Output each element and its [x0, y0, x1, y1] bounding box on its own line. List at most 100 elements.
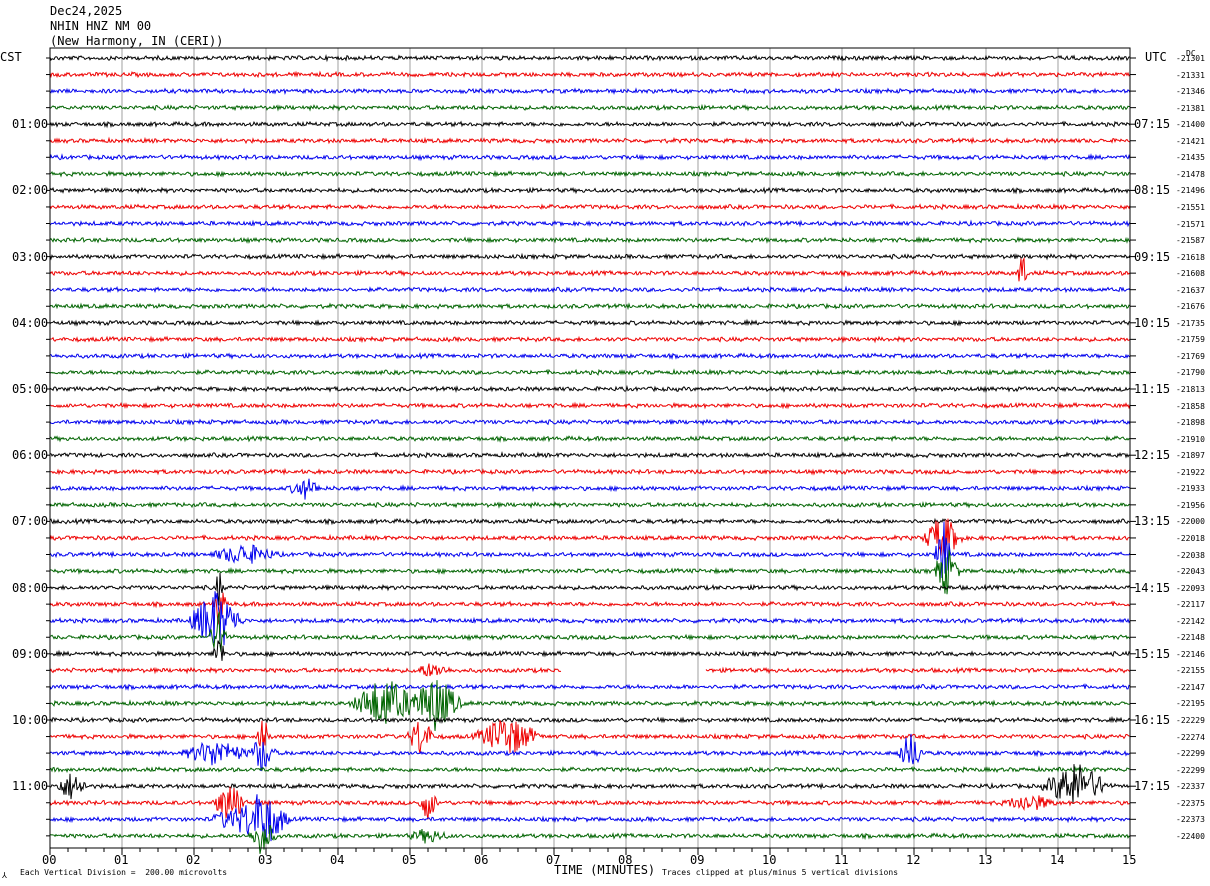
corner-mark-icon: ⅄	[2, 871, 7, 880]
x-tick-label: 04	[330, 853, 345, 867]
trace-20	[49, 384, 1131, 393]
dc-offset-label: -21331	[1176, 70, 1205, 80]
trace-3	[49, 103, 1131, 112]
trace-5	[49, 136, 1131, 145]
dc-offset-label: -21898	[1176, 418, 1205, 428]
x-tick-label: 02	[186, 853, 201, 867]
dc-offset-label: -22000	[1176, 517, 1205, 527]
dc-offset-label: -21608	[1176, 269, 1205, 279]
dc-offset-label: -22375	[1176, 798, 1205, 808]
dc-offset-label: -21922	[1176, 467, 1205, 477]
trace-1	[49, 70, 1131, 79]
dc-offset-label: -22043	[1176, 567, 1205, 577]
right-hour-label: 09:15	[1134, 249, 1171, 264]
dc-offset-label: -21897	[1176, 451, 1205, 461]
x-tick-label: 09	[690, 853, 705, 867]
dc-offset-label: -21571	[1176, 219, 1205, 229]
dc-offset-label: -21759	[1176, 335, 1205, 345]
header-date: Dec24,2025	[50, 4, 123, 18]
x-tick-label: 01	[114, 853, 129, 867]
dc-offset-label: -22299	[1176, 765, 1205, 775]
trace-2	[49, 87, 1131, 95]
trace-43	[49, 765, 1131, 774]
trace-27	[49, 500, 1131, 509]
dc-offset-label: -21346	[1176, 87, 1205, 97]
trace-21	[49, 401, 1131, 410]
header-station: NHIN HNZ NM 00	[50, 19, 152, 33]
dc-offset-label: -22093	[1176, 583, 1205, 593]
dc-offset-label: -21587	[1176, 236, 1205, 246]
x-tick-label: 10	[762, 853, 777, 867]
dc-offset-label: -21769	[1176, 351, 1205, 361]
dc-offset-label: -22274	[1176, 732, 1205, 742]
dc-offset-label: -21496	[1176, 186, 1205, 196]
trace-39	[49, 680, 1130, 731]
dc-offset-label: -22229	[1176, 716, 1205, 725]
dc-offset-label: -21381	[1176, 103, 1205, 113]
trace-9	[49, 202, 1131, 211]
trace-4	[49, 120, 1131, 129]
trace-26	[49, 478, 1131, 500]
left-hour-label: 09:00	[12, 646, 49, 661]
trace-37	[49, 663, 1131, 677]
dc-offset-label: -21735	[1176, 318, 1205, 328]
trace-24	[50, 451, 1131, 459]
right-hour-label: 15:15	[1134, 646, 1171, 661]
dc-offset-label: -22147	[1176, 682, 1205, 692]
trace-40	[49, 715, 1131, 724]
x-tick-label: 08	[618, 853, 633, 867]
right-hour-label: 12:15	[1134, 448, 1171, 463]
dc-label: DC	[1186, 49, 1196, 58]
dc-offset-label: -21933	[1176, 484, 1205, 494]
scale-note: Each Vertical Division = 200.00 microvol…	[20, 868, 228, 877]
plot-border	[49, 47, 1131, 849]
dc-offset-label: -22299	[1176, 749, 1205, 759]
left-timezone-label: CST	[0, 50, 22, 64]
trace-8	[49, 186, 1131, 195]
dc-offset-label: -22155	[1176, 666, 1205, 676]
trace-0	[49, 54, 1131, 63]
dc-offset-label: -21813	[1176, 385, 1205, 394]
trace-13	[49, 256, 1131, 282]
trace-38	[49, 683, 1131, 692]
right-hour-label: 16:15	[1134, 713, 1171, 727]
minute-grid	[121, 48, 1059, 848]
dc-offset-label: -22146	[1176, 649, 1205, 659]
trace-42	[49, 733, 1131, 772]
dc-offset-label: -22195	[1176, 699, 1205, 709]
right-hour-label: 11:15	[1134, 382, 1171, 396]
trace-11	[49, 235, 1131, 244]
traces	[49, 54, 1131, 854]
trace-19	[49, 368, 1131, 376]
x-tick-label: 00	[42, 853, 57, 867]
trace-18	[49, 351, 1131, 361]
x-tick-label: 13	[978, 853, 993, 867]
left-hour-label: 11:00	[12, 779, 49, 794]
trace-25	[50, 467, 1131, 476]
trace-6	[49, 153, 1131, 162]
dc-offset-label: -21637	[1176, 285, 1205, 295]
dc-offset-label: -22038	[1176, 550, 1205, 560]
dc-offset-label: -21676	[1176, 302, 1205, 312]
right-timezone-label: UTC	[1145, 50, 1167, 64]
trace-41	[49, 718, 1131, 754]
x-tick-label: 11	[834, 853, 849, 867]
x-tick-label: 06	[474, 853, 489, 867]
trace-47	[49, 824, 1131, 854]
dc-offset-label: -22142	[1176, 616, 1205, 626]
right-hour-label: 07:15	[1134, 117, 1171, 132]
dc-offset-label: -21910	[1176, 434, 1205, 444]
dc-offset-label: -21956	[1176, 500, 1205, 510]
right-hour-label: 08:15	[1134, 183, 1171, 198]
dc-offset-label: -21478	[1176, 169, 1205, 179]
trace-14	[49, 285, 1131, 294]
left-hour-label: 03:00	[12, 249, 49, 264]
x-tick-label: 12	[906, 853, 921, 867]
dc-offset-label: -22117	[1176, 600, 1205, 610]
trace-29	[49, 518, 1130, 561]
right-hour-label: 10:15	[1134, 315, 1171, 330]
left-hour-label: 01:00	[12, 117, 49, 132]
dc-offset-label: -22018	[1176, 533, 1205, 543]
left-hour-label: 05:00	[12, 382, 49, 396]
